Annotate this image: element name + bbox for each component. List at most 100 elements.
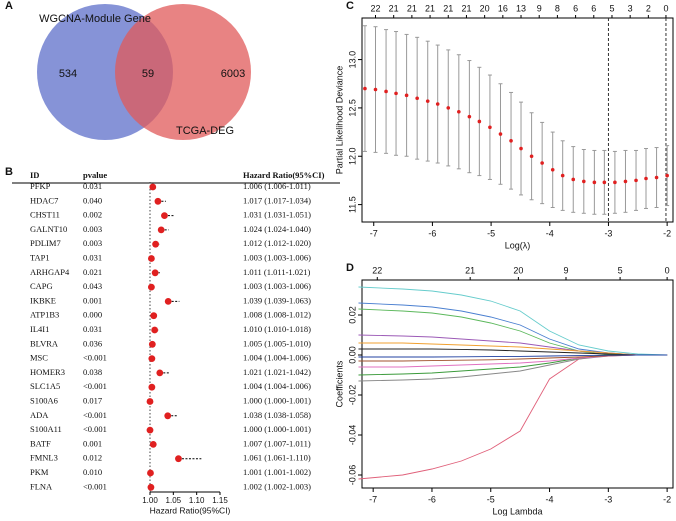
top-label: 6 [591, 3, 596, 13]
venn-circle [115, 4, 251, 140]
top-label: 22 [372, 265, 382, 275]
x-tick-label: -3 [604, 494, 612, 504]
point [519, 146, 523, 151]
set-label: WGCNA-Module Gene [39, 13, 151, 25]
top-label: 21 [425, 3, 435, 13]
column-header: Hazard Ratio(95%CI) [243, 170, 325, 180]
gene-id: ARHGAP4 [30, 267, 70, 277]
hr-text: 1.000 (1.000-1.001) [243, 424, 311, 434]
gene-id: BLVRA [30, 338, 59, 348]
coefficient-path [358, 354, 668, 362]
y-axis-label: Partial Likelihood Deviance [334, 66, 344, 175]
gene-id: SLC1A5 [30, 381, 60, 391]
hr-point [148, 383, 156, 391]
x-tick-label: -6 [428, 228, 436, 238]
p-value: 0.001 [83, 295, 102, 305]
plot-frame [361, 17, 674, 223]
x-tick-label: -4 [546, 228, 554, 238]
hr-text: 1.011 (1.011-1.021) [243, 267, 311, 277]
point [477, 119, 482, 124]
x-tick-label: -2 [663, 228, 671, 238]
top-label: 3 [628, 3, 633, 13]
point [373, 87, 378, 92]
y-tick-label: 12.0 [347, 147, 357, 165]
point [415, 96, 419, 101]
panel-label: B [5, 166, 13, 178]
hr-point [148, 355, 156, 362]
hr-point [148, 283, 155, 291]
hr-point [149, 183, 157, 191]
gene-id: IL4I1 [30, 324, 49, 334]
hr-point [148, 340, 156, 348]
top-label: 9 [563, 265, 568, 275]
y-tick-label: -0.02 [347, 385, 357, 406]
point [384, 89, 388, 94]
p-value: 0.021 [83, 267, 102, 277]
gene-id: S100A11 [30, 424, 62, 434]
point [509, 138, 513, 143]
gene-id: BATF [30, 438, 51, 448]
point [529, 154, 534, 159]
top-label: 21 [461, 3, 471, 13]
p-value: 0.002 [83, 210, 102, 220]
panel-label: A [5, 0, 13, 12]
coefficient-path [358, 308, 668, 356]
point [540, 161, 544, 165]
gene-id: PFKP [30, 181, 51, 191]
top-label: 13 [516, 3, 526, 13]
p-value: 0.036 [83, 338, 102, 348]
point [602, 180, 607, 185]
top-label: 0 [663, 3, 668, 13]
p-value: <0.001 [83, 481, 107, 491]
point [435, 102, 440, 106]
hr-text: 1.010 (1.010-1.018) [243, 324, 311, 334]
hr-point [154, 197, 162, 205]
y-axis-label: Coefficients [334, 360, 344, 407]
coefficient-path [358, 286, 668, 356]
top-label: 5 [609, 3, 614, 13]
hr-text: 1.004 (1.004-1.006) [243, 381, 311, 391]
x-tick-label: -5 [487, 228, 495, 238]
x-tick-label: 1.05 [166, 496, 182, 505]
venn-count: 534 [59, 68, 77, 80]
top-label: 8 [555, 3, 560, 13]
hr-point [161, 212, 168, 220]
gene-id: ADA [30, 410, 49, 420]
x-tick-label: 1.00 [142, 496, 158, 505]
x-tick-label: 1.10 [189, 496, 205, 505]
gene-id: IKBKE [30, 295, 56, 305]
p-value: 0.031 [83, 324, 102, 334]
p-value: 0.038 [83, 367, 102, 377]
gene-id: HOMER3 [30, 367, 65, 377]
x-tick-label: 1.15 [212, 496, 228, 505]
hr-point [146, 398, 154, 405]
x-tick-label: -3 [604, 228, 612, 238]
coefficient-path [358, 342, 668, 356]
gene-id: S100A6 [30, 395, 58, 405]
column-header: ID [30, 170, 39, 180]
gene-id: PDLIM7 [30, 238, 61, 248]
hr-text: 1.021 (1.021-1.042) [243, 367, 311, 377]
hr-point [150, 312, 158, 320]
coefficient-path [358, 354, 668, 358]
point [550, 167, 555, 172]
hr-point [175, 455, 182, 463]
venn-count: 6003 [221, 68, 245, 80]
point [467, 114, 472, 119]
point [425, 99, 430, 103]
hr-text: 1.012 (1.012-1.020) [243, 238, 311, 248]
x-axis-label: Hazard Ratio(95%CI) [150, 505, 231, 515]
x-tick-label: -5 [487, 494, 495, 504]
gene-id: CHST11 [30, 210, 60, 220]
p-value: 0.043 [83, 281, 102, 291]
p-value: 0.003 [83, 238, 102, 248]
hr-text: 1.003 (1.003-1.006) [243, 252, 311, 262]
p-value: <0.001 [83, 353, 107, 363]
hr-text: 1.017 (1.017-1.034) [243, 195, 311, 205]
p-value: 0.010 [83, 467, 102, 477]
hr-text: 1.038 (1.038-1.058) [243, 410, 311, 420]
column-header: pvalue [83, 170, 107, 180]
point [644, 176, 648, 181]
gene-id: MSC [30, 353, 48, 363]
